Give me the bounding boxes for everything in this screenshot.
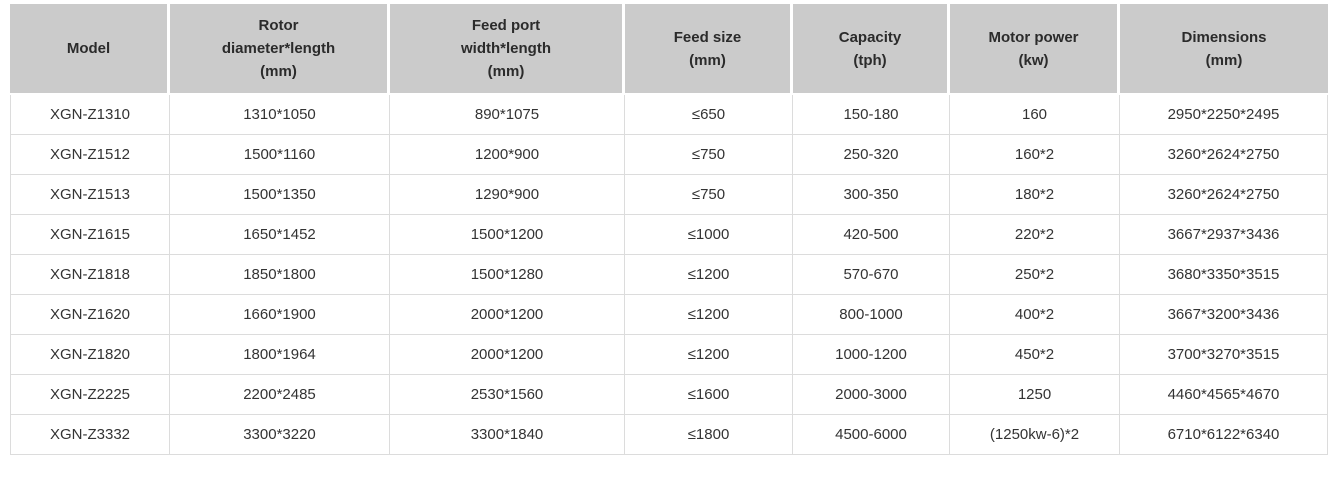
cell-capacity: 300-350 [793, 175, 950, 215]
cell-motor-power: 400*2 [950, 295, 1120, 335]
cell-capacity: 150-180 [793, 95, 950, 135]
cell-motor-power: 180*2 [950, 175, 1120, 215]
cell-feed-size: ≤1600 [625, 375, 793, 415]
cell-capacity: 420-500 [793, 215, 950, 255]
spec-table-body: XGN-Z1310 1310*1050 890*1075 ≤650 150-18… [10, 95, 1328, 455]
cell-capacity: 570-670 [793, 255, 950, 295]
column-header-feed-size: Feed size (mm) [625, 4, 793, 95]
cell-dimensions: 3700*3270*3515 [1120, 335, 1328, 375]
cell-feed-size: ≤1200 [625, 295, 793, 335]
table-header: Model Rotor diameter*length (mm) Feed po… [10, 4, 1328, 95]
page: Model Rotor diameter*length (mm) Feed po… [10, 4, 1328, 455]
table-row: XGN-Z1310 1310*1050 890*1075 ≤650 150-18… [10, 95, 1328, 135]
column-header-motor-power: Motor power (kw) [950, 4, 1120, 95]
column-header-capacity: Capacity (tph) [793, 4, 950, 95]
table-row: XGN-Z1818 1850*1800 1500*1280 ≤1200 570-… [10, 255, 1328, 295]
header-row: Model Rotor diameter*length (mm) Feed po… [10, 4, 1328, 95]
cell-dimensions: 6710*6122*6340 [1120, 415, 1328, 455]
cell-feed-port: 1290*900 [390, 175, 625, 215]
cell-model: XGN-Z2225 [10, 375, 170, 415]
table-row: XGN-Z1512 1500*1160 1200*900 ≤750 250-32… [10, 135, 1328, 175]
cell-feed-size: ≤750 [625, 135, 793, 175]
cell-feed-port: 1200*900 [390, 135, 625, 175]
cell-feed-port: 1500*1200 [390, 215, 625, 255]
cell-rotor: 1310*1050 [170, 95, 390, 135]
table-row: XGN-Z3332 3300*3220 3300*1840 ≤1800 4500… [10, 415, 1328, 455]
column-header-feed-port: Feed port width*length (mm) [390, 4, 625, 95]
cell-feed-size: ≤1200 [625, 255, 793, 295]
cell-dimensions: 3260*2624*2750 [1120, 135, 1328, 175]
cell-rotor: 3300*3220 [170, 415, 390, 455]
cell-motor-power: 160*2 [950, 135, 1120, 175]
table-row: XGN-Z1620 1660*1900 2000*1200 ≤1200 800-… [10, 295, 1328, 335]
cell-dimensions: 3667*2937*3436 [1120, 215, 1328, 255]
cell-model: XGN-Z3332 [10, 415, 170, 455]
cell-motor-power: 160 [950, 95, 1120, 135]
cell-rotor: 1800*1964 [170, 335, 390, 375]
cell-motor-power: 250*2 [950, 255, 1120, 295]
cell-dimensions: 3667*3200*3436 [1120, 295, 1328, 335]
cell-feed-size: ≤1800 [625, 415, 793, 455]
cell-model: XGN-Z1513 [10, 175, 170, 215]
cell-rotor: 1500*1160 [170, 135, 390, 175]
column-header-model: Model [10, 4, 170, 95]
cell-feed-port: 2000*1200 [390, 335, 625, 375]
cell-rotor: 1850*1800 [170, 255, 390, 295]
table-row: XGN-Z1820 1800*1964 2000*1200 ≤1200 1000… [10, 335, 1328, 375]
cell-capacity: 4500-6000 [793, 415, 950, 455]
cell-model: XGN-Z1620 [10, 295, 170, 335]
cell-rotor: 1650*1452 [170, 215, 390, 255]
cell-feed-port: 890*1075 [390, 95, 625, 135]
cell-model: XGN-Z1310 [10, 95, 170, 135]
cell-feed-port: 1500*1280 [390, 255, 625, 295]
cell-dimensions: 2950*2250*2495 [1120, 95, 1328, 135]
cell-rotor: 1660*1900 [170, 295, 390, 335]
cell-dimensions: 3680*3350*3515 [1120, 255, 1328, 295]
cell-feed-size: ≤650 [625, 95, 793, 135]
table-row: XGN-Z1513 1500*1350 1290*900 ≤750 300-35… [10, 175, 1328, 215]
cell-feed-size: ≤1000 [625, 215, 793, 255]
cell-feed-size: ≤1200 [625, 335, 793, 375]
cell-feed-port: 2530*1560 [390, 375, 625, 415]
cell-feed-port: 3300*1840 [390, 415, 625, 455]
cell-feed-size: ≤750 [625, 175, 793, 215]
cell-model: XGN-Z1615 [10, 215, 170, 255]
column-header-dimensions: Dimensions (mm) [1120, 4, 1328, 95]
cell-capacity: 2000-3000 [793, 375, 950, 415]
cell-rotor: 2200*2485 [170, 375, 390, 415]
cell-model: XGN-Z1820 [10, 335, 170, 375]
cell-feed-port: 2000*1200 [390, 295, 625, 335]
cell-model: XGN-Z1512 [10, 135, 170, 175]
spec-table: Model Rotor diameter*length (mm) Feed po… [10, 4, 1328, 455]
table-row: XGN-Z2225 2200*2485 2530*1560 ≤1600 2000… [10, 375, 1328, 415]
cell-motor-power: 1250 [950, 375, 1120, 415]
cell-motor-power: (1250kw-6)*2 [950, 415, 1120, 455]
cell-dimensions: 4460*4565*4670 [1120, 375, 1328, 415]
cell-rotor: 1500*1350 [170, 175, 390, 215]
column-header-rotor: Rotor diameter*length (mm) [170, 4, 390, 95]
cell-capacity: 250-320 [793, 135, 950, 175]
cell-motor-power: 450*2 [950, 335, 1120, 375]
cell-capacity: 1000-1200 [793, 335, 950, 375]
cell-motor-power: 220*2 [950, 215, 1120, 255]
cell-model: XGN-Z1818 [10, 255, 170, 295]
cell-capacity: 800-1000 [793, 295, 950, 335]
table-row: XGN-Z1615 1650*1452 1500*1200 ≤1000 420-… [10, 215, 1328, 255]
cell-dimensions: 3260*2624*2750 [1120, 175, 1328, 215]
